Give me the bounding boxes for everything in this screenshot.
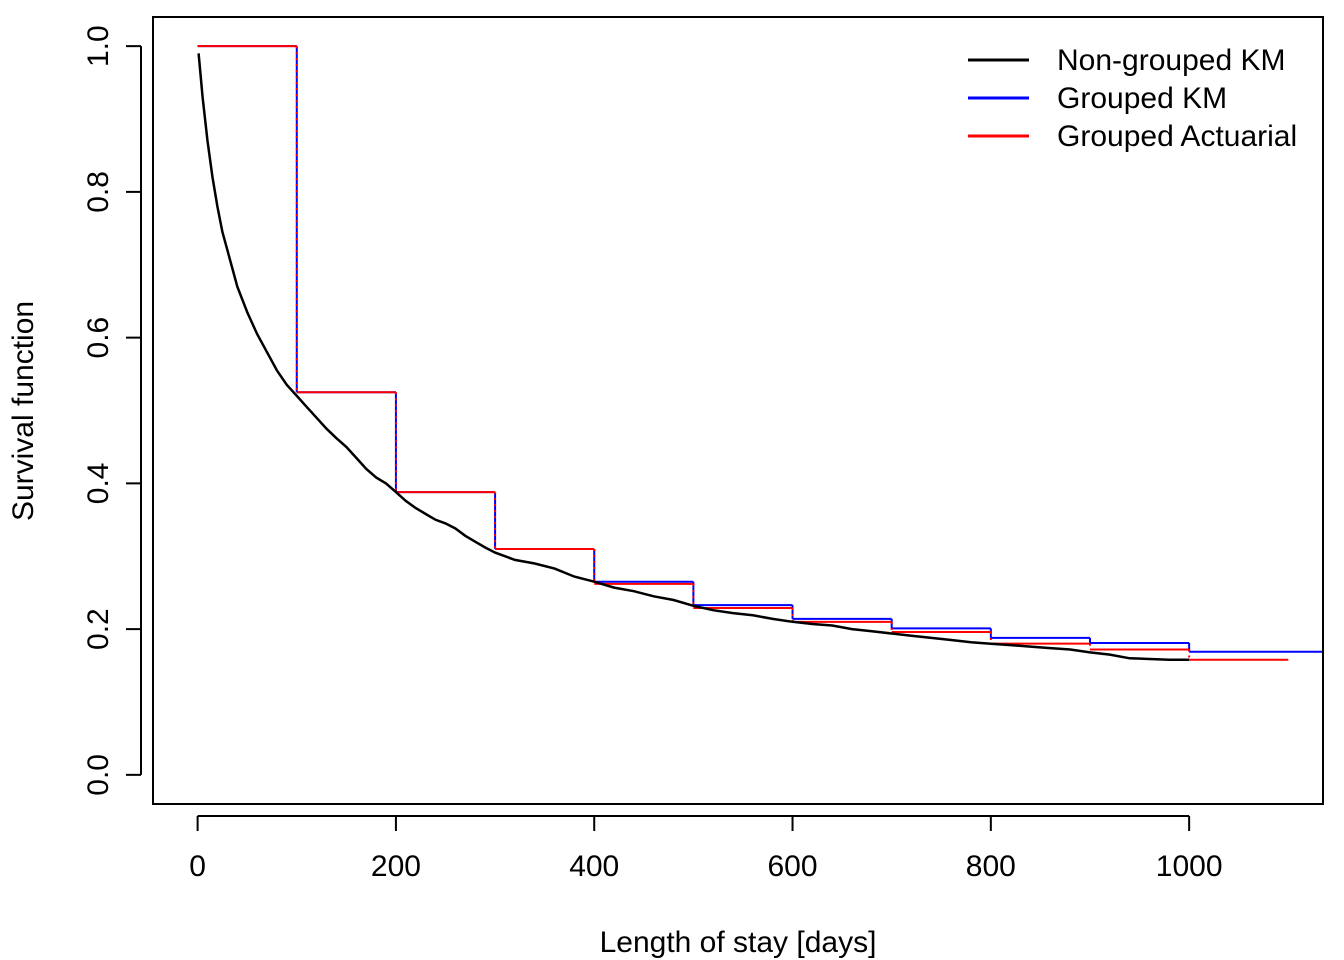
y-tick-label: 0.6 [82, 317, 115, 359]
y-tick-label: 1.0 [82, 25, 115, 67]
series-line [197, 53, 1190, 661]
y-tick-label: 0.8 [82, 171, 115, 213]
x-tick-label: 800 [966, 850, 1016, 883]
x-tick-label: 400 [569, 850, 619, 883]
legend-label: Grouped KM [1057, 82, 1227, 115]
y-axis-title: Survival function [7, 301, 40, 521]
legend-label: Non-grouped KM [1057, 44, 1285, 77]
x-tick-label: 0 [189, 850, 206, 883]
x-tick-label: 600 [768, 850, 818, 883]
series-layer [197, 45, 1323, 661]
y-axis: 0.0 0.2 0.4 0.6 0.8 1.0 [82, 25, 142, 796]
legend-label: Grouped Actuarial [1057, 120, 1297, 153]
x-axis: 0 200 400 600 800 1000 [189, 815, 1223, 883]
plot-frame [152, 16, 1324, 805]
x-tick-label: 200 [371, 850, 421, 883]
y-tick-label: 0.0 [82, 754, 115, 796]
legend: Non-grouped KM Grouped KM Grouped Actuaria… [968, 44, 1297, 153]
y-tick-label: 0.2 [82, 608, 115, 650]
x-axis-title: Length of stay [days] [600, 926, 877, 959]
x-tick-label: 1000 [1156, 850, 1223, 883]
y-tick-label: 0.4 [82, 463, 115, 505]
series-non-grouped-km [197, 53, 1190, 661]
series-grouped-actuarial [197, 45, 1289, 661]
